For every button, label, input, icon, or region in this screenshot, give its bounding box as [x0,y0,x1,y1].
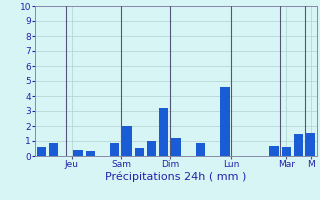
Bar [282,147,291,156]
Bar [123,126,132,156]
Bar [294,134,303,156]
Bar [196,142,205,156]
Bar [269,146,278,156]
Bar [147,141,156,156]
Bar [172,138,180,156]
Bar [49,142,58,156]
Bar [74,150,83,156]
X-axis label: Précipitations 24h ( mm ): Précipitations 24h ( mm ) [105,172,247,182]
Bar [135,148,144,156]
Bar [86,151,95,156]
Bar [306,133,315,156]
Bar [110,142,119,156]
Bar [220,87,229,156]
Bar [37,147,46,156]
Bar [159,108,168,156]
